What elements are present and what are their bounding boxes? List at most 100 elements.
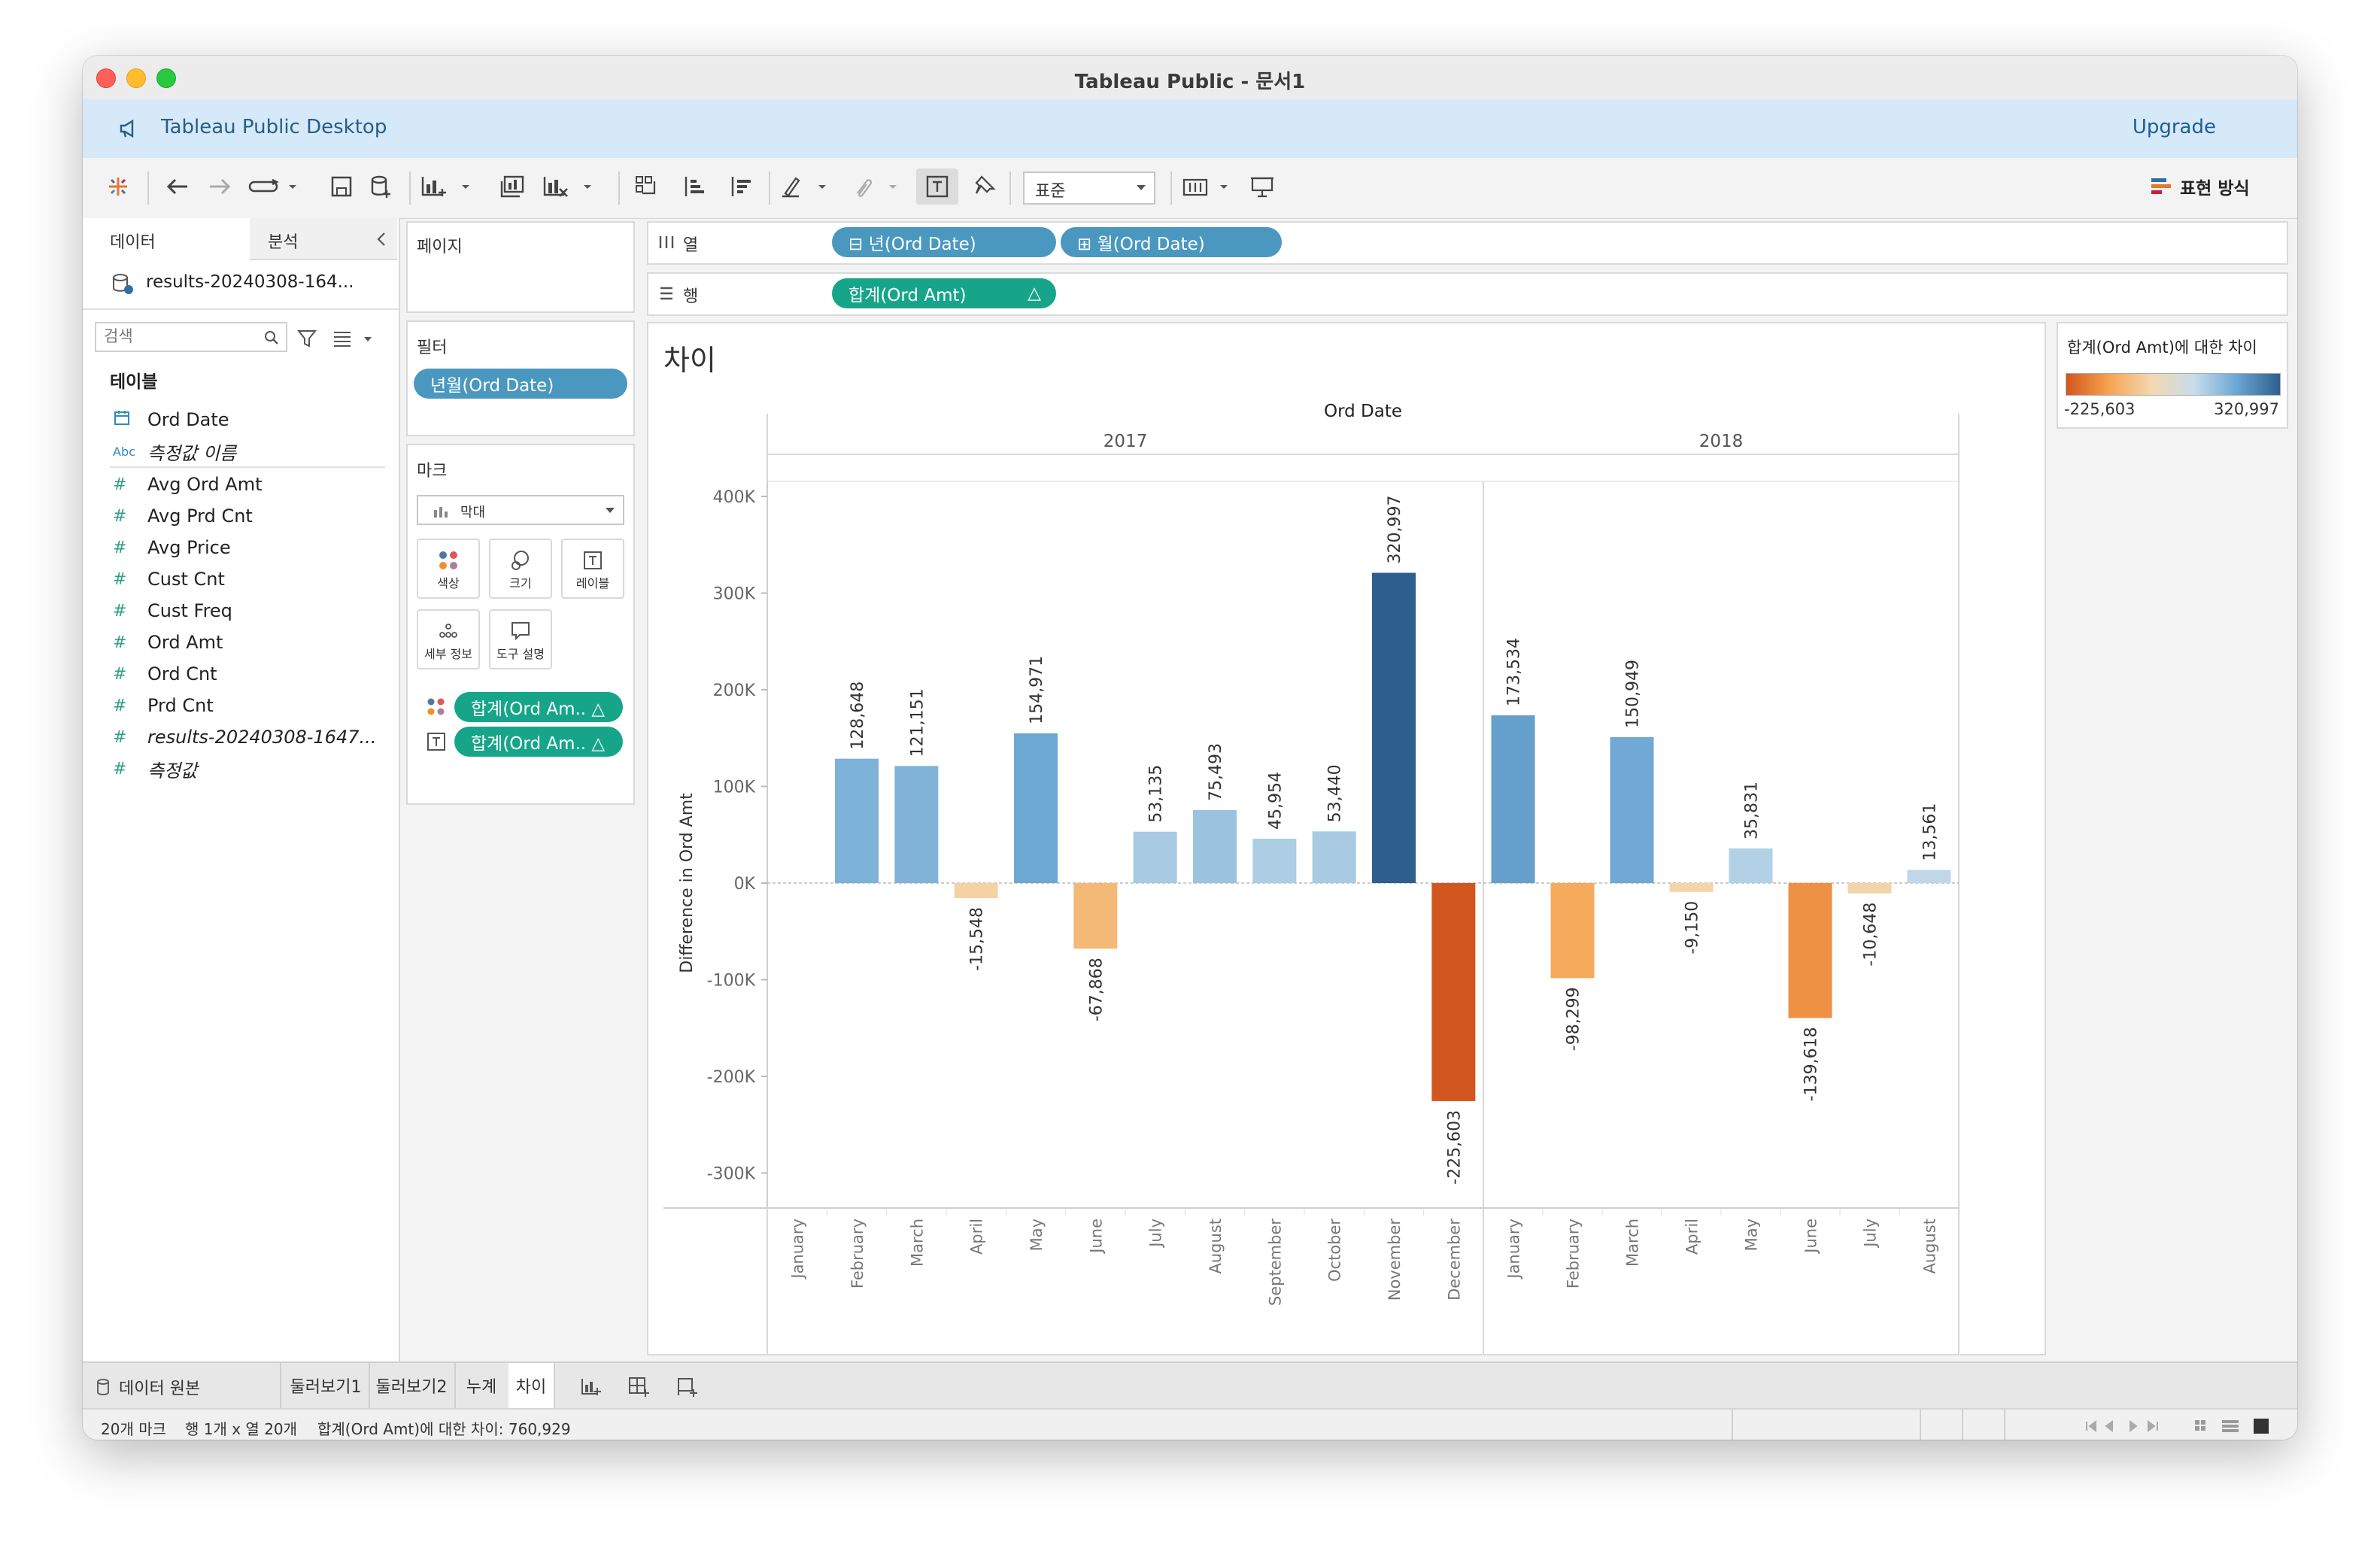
field-item[interactable]: Abc 측정값 이름 <box>113 436 236 466</box>
number-type-icon: # <box>113 696 127 715</box>
highlight-icon[interactable] <box>779 168 833 205</box>
clear-sheet-icon[interactable] <box>542 168 602 205</box>
field-item[interactable]: # Avg Price <box>113 533 231 563</box>
detail-button[interactable]: 세부 정보 <box>417 609 480 669</box>
search-field[interactable] <box>95 322 287 352</box>
y-tick-label: -100K <box>707 972 756 991</box>
view-area: 차이 Ord Date 400K 300K 200K 100K 0K -100K -200K -3… <box>647 322 2046 1355</box>
filter-pill-ord-date[interactable]: 년월(Ord Date) <box>414 369 627 399</box>
x-tick-label: July <box>1147 1219 1165 1249</box>
view-mode-icon[interactable] <box>2193 1417 2284 1435</box>
rows-shelf-icon <box>660 287 672 300</box>
redo-icon[interactable] <box>203 168 236 205</box>
color-measure-pill[interactable]: 합계(Ord Am.. △ <box>454 692 623 722</box>
x-tick-label: September <box>1266 1219 1284 1306</box>
x-tick-label: March <box>908 1219 926 1267</box>
filter-icon[interactable] <box>296 328 317 349</box>
view-options-icon[interactable] <box>331 328 376 349</box>
mark-type-select[interactable]: 막대 <box>417 495 624 525</box>
tab-analysis[interactable]: 분석 <box>250 218 397 260</box>
column-pill-year[interactable]: ⊟ 년(Ord Date) <box>832 227 1056 257</box>
number-type-icon: # <box>113 727 127 747</box>
field-item[interactable]: # Ord Amt <box>113 627 223 657</box>
color-button[interactable]: 색상 <box>417 539 480 599</box>
search-input[interactable] <box>102 326 256 346</box>
sheet-tab[interactable]: 둘러보기1 <box>283 1363 370 1408</box>
group-members-icon[interactable] <box>850 168 904 205</box>
minimize-window-button[interactable] <box>126 68 146 88</box>
window-title: Tableau Public - 문서1 <box>1074 71 1306 93</box>
data-label: -67,868 <box>1087 958 1106 1021</box>
filters-card[interactable]: 필터 년월(Ord Date) <box>406 320 635 436</box>
tooltip-button[interactable]: 도구 설명 <box>489 609 552 669</box>
zoom-window-button[interactable] <box>156 68 176 88</box>
tableau-logo-icon[interactable] <box>99 168 137 205</box>
bar <box>1491 715 1535 883</box>
field-item[interactable]: # 측정값 <box>113 754 197 784</box>
autoupdate-icon[interactable] <box>247 168 299 205</box>
sheet-tab-label: 차이 <box>515 1378 547 1397</box>
new-datasource-icon[interactable] <box>364 168 397 205</box>
undo-icon[interactable] <box>161 168 194 205</box>
tab-data[interactable]: 데이터 <box>83 218 250 263</box>
close-window-button[interactable] <box>96 68 116 88</box>
marks-card-title: 마크 <box>417 462 448 481</box>
collapse-chevron-icon[interactable] <box>376 232 387 247</box>
sheet-tab[interactable]: 둘러보기2 <box>369 1363 456 1408</box>
sheet-tab[interactable]: 누계 <box>454 1363 510 1408</box>
bar <box>954 883 998 898</box>
show-cards-icon[interactable] <box>1181 168 1235 205</box>
swap-rows-columns-icon[interactable] <box>629 168 665 205</box>
upgrade-link[interactable]: Upgrade <box>2132 116 2216 138</box>
field-item[interactable]: # Ord Cnt <box>113 659 217 689</box>
field-item[interactable]: # Cust Cnt <box>113 564 225 594</box>
new-story-tab-icon[interactable] <box>675 1370 706 1404</box>
chart-title: 차이 <box>663 344 716 377</box>
data-label: -225,603 <box>1445 1110 1464 1185</box>
rows-shelf[interactable]: 행 합계(Ord Amt) △ <box>647 272 2288 316</box>
duplicate-sheet-icon[interactable] <box>493 168 531 205</box>
bar <box>1669 883 1714 892</box>
field-name: Prd Cnt <box>147 695 214 716</box>
show-mark-labels-icon[interactable] <box>916 168 958 205</box>
sort-ascending-icon[interactable] <box>675 168 712 205</box>
datasource-tab[interactable]: 데이터 원본 <box>95 1370 275 1404</box>
fit-select[interactable]: 표준 <box>1023 171 1155 205</box>
number-type-icon: # <box>113 538 127 557</box>
number-type-icon: # <box>113 475 127 494</box>
sheet-navigation-icon[interactable] <box>2084 1419 2174 1434</box>
new-worksheet-tab-icon[interactable] <box>579 1370 609 1404</box>
bar-chart[interactable]: 차이 Ord Date 400K 300K 200K 100K 0K -100K -200K -3… <box>648 323 2045 1354</box>
sort-descending-icon[interactable] <box>722 168 758 205</box>
label-measure-pill[interactable]: 합계(Ord Am.. △ <box>454 727 623 757</box>
column-pill-month[interactable]: ⊞ 월(Ord Date) <box>1061 227 1282 257</box>
save-icon[interactable] <box>325 168 358 205</box>
row-pill-sum-ord-amt[interactable]: 합계(Ord Amt) △ <box>832 278 1056 308</box>
new-dashboard-tab-icon[interactable] <box>627 1370 657 1404</box>
field-item[interactable]: # Avg Ord Amt <box>113 469 262 499</box>
field-item[interactable]: # results-20240308-1647... <box>113 722 376 752</box>
x-tick-label: April <box>1683 1219 1702 1255</box>
field-name: Ord Amt <box>147 632 223 653</box>
field-item[interactable]: # Avg Prd Cnt <box>113 501 253 531</box>
y-tick-label: 400K <box>713 488 756 507</box>
x-tick-label: June <box>1087 1219 1105 1255</box>
app-window: Tableau Public - 문서1 Tableau Public Desk… <box>83 56 2297 1440</box>
fix-axes-icon[interactable] <box>967 168 1000 205</box>
field-item[interactable]: # Prd Cnt <box>113 691 214 721</box>
field-item[interactable]: Ord Date <box>113 405 229 435</box>
sheet-tab-label: 둘러보기1 <box>290 1378 362 1397</box>
pages-card[interactable]: 페이지 <box>406 221 635 313</box>
year-header: 2018 <box>1699 432 1744 451</box>
new-worksheet-icon[interactable] <box>420 168 480 205</box>
columns-shelf[interactable]: 열 ⊟ 년(Ord Date) ⊞ 월(Ord Date) <box>647 221 2288 265</box>
color-legend[interactable]: 합계(Ord Amt)에 대한 차이 -225,603 320,997 <box>2057 322 2288 429</box>
field-item[interactable]: # Cust Freq <box>113 596 232 626</box>
status-rows-cols: 행 1개 x 열 20개 <box>185 1420 298 1438</box>
datasource-name[interactable]: results-20240308-164... <box>146 272 354 292</box>
sheet-tab[interactable]: 차이 <box>508 1363 555 1408</box>
label-button[interactable]: 레이블 <box>561 539 624 599</box>
show-me-button[interactable]: 표현 방식 <box>2148 168 2269 205</box>
presentation-mode-icon[interactable] <box>1246 168 1279 205</box>
size-button[interactable]: 크기 <box>489 539 552 599</box>
